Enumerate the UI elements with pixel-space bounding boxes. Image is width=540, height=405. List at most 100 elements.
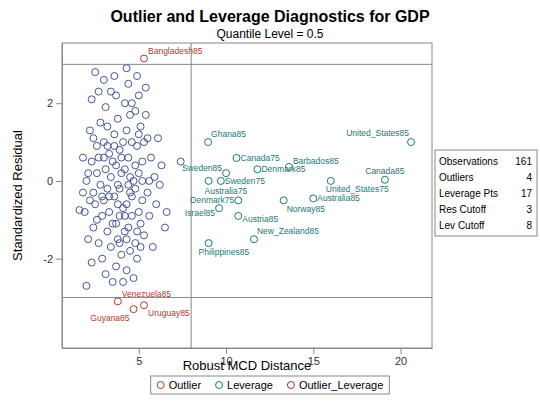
point — [79, 154, 86, 161]
point — [137, 220, 144, 227]
point — [151, 174, 158, 181]
point — [88, 259, 95, 266]
point — [102, 104, 109, 111]
point — [104, 123, 111, 130]
point — [102, 166, 109, 173]
stats-label: Outliers — [439, 172, 473, 183]
point — [156, 181, 163, 188]
point — [79, 189, 86, 196]
x-axis-label: Robust MCD Distance — [183, 358, 312, 373]
point-label: United_States85 — [346, 128, 409, 138]
y-axis-label: Standardized Residual — [10, 130, 25, 261]
legend-item: Outlier_Leverage — [287, 379, 383, 391]
point — [121, 212, 128, 219]
point — [116, 240, 123, 247]
tick-label: -2 — [43, 253, 53, 265]
point — [130, 306, 137, 313]
tick-mark — [56, 259, 62, 260]
point — [216, 205, 223, 212]
point — [85, 170, 92, 177]
point — [104, 185, 111, 192]
point — [86, 197, 93, 204]
tick-label: 20 — [395, 355, 407, 367]
point — [141, 139, 148, 146]
point — [134, 142, 141, 149]
axis-line — [62, 44, 63, 349]
point — [125, 224, 132, 231]
point — [148, 154, 155, 161]
point-label: Australia85 — [317, 193, 360, 203]
point-label: Guyana85 — [90, 313, 129, 323]
point — [142, 111, 149, 118]
point-labels: Bangladesh85Venezuela85Guyana85Uruguay85… — [90, 46, 409, 324]
point-label: Norway85 — [287, 204, 326, 214]
point — [106, 193, 113, 200]
point — [102, 271, 109, 278]
tick-label: 0 — [47, 175, 53, 187]
point — [158, 162, 165, 169]
point — [111, 73, 118, 80]
legend-label: Outlier — [169, 379, 202, 391]
point-label: Austria85 — [242, 214, 278, 224]
tick-label: 2 — [47, 97, 53, 109]
point — [233, 155, 240, 162]
point — [310, 195, 317, 202]
tick-mark — [139, 348, 140, 354]
point — [381, 176, 388, 183]
point — [97, 119, 104, 126]
point — [205, 240, 212, 247]
point — [132, 107, 139, 114]
point — [127, 174, 134, 181]
point — [100, 154, 107, 161]
reference-line — [62, 64, 432, 65]
tick-mark — [313, 348, 314, 354]
point — [139, 158, 146, 165]
point — [205, 177, 212, 184]
tick: 5 — [136, 348, 142, 367]
point-label: Canada75 — [241, 153, 281, 163]
point — [118, 251, 125, 258]
point — [123, 127, 130, 134]
point — [113, 220, 120, 227]
point — [146, 212, 153, 219]
legend-item: Leverage — [216, 379, 273, 391]
point — [134, 255, 141, 262]
point — [161, 224, 168, 231]
point-label: Philippines85 — [199, 247, 250, 257]
point — [85, 236, 92, 243]
point — [104, 142, 111, 149]
point — [83, 282, 90, 289]
point — [163, 209, 170, 216]
tick-mark — [401, 348, 402, 354]
point — [125, 80, 132, 87]
point — [104, 228, 111, 235]
point — [90, 224, 97, 231]
point — [114, 115, 121, 122]
tick: -2 — [43, 253, 62, 265]
stats-value: 161 — [515, 156, 532, 167]
point — [139, 177, 146, 184]
point — [132, 185, 139, 192]
point — [81, 209, 88, 216]
axis-line — [63, 348, 433, 349]
point — [153, 201, 160, 208]
stats-label: Lev Cutoff — [439, 220, 485, 231]
point-label: Uruguay85 — [148, 308, 190, 318]
stats-frame — [435, 150, 537, 236]
point — [114, 298, 121, 305]
point — [109, 278, 116, 285]
point — [99, 212, 106, 219]
point — [254, 166, 261, 173]
point — [113, 263, 120, 270]
series — [76, 65, 184, 290]
point — [123, 267, 130, 274]
point — [100, 76, 107, 83]
stats-label: Res Cutoff — [439, 204, 486, 215]
point-label: Canada85 — [365, 166, 405, 176]
legend-label: Outlier_Leverage — [299, 379, 383, 391]
point — [123, 236, 130, 243]
point — [137, 243, 144, 250]
tick-mark — [56, 181, 62, 182]
point — [92, 69, 99, 76]
point — [114, 201, 121, 208]
